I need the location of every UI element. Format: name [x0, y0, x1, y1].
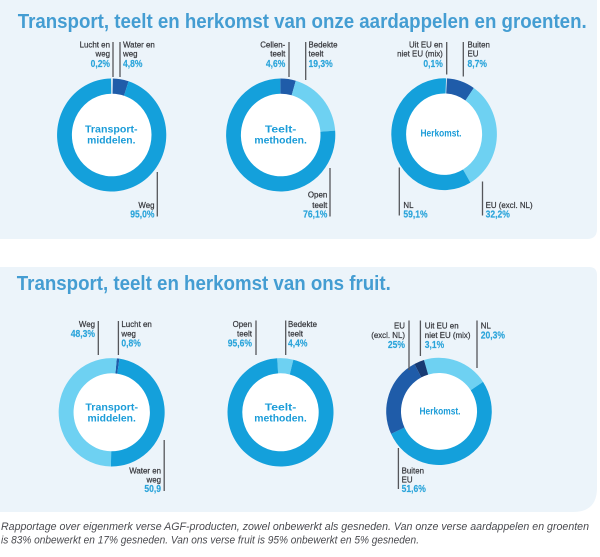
- svg-text:4,8%: 4,8%: [123, 59, 143, 70]
- svg-text:weg: weg: [120, 329, 136, 339]
- svg-text:Transport-: Transport-: [85, 125, 138, 136]
- svg-text:EU: EU: [402, 474, 413, 484]
- svg-text:Water en: Water en: [123, 40, 155, 50]
- svg-text:teelt: teelt: [237, 329, 253, 339]
- svg-text:50,9: 50,9: [144, 484, 161, 495]
- svg-text:Buiten: Buiten: [402, 466, 425, 476]
- svg-text:Uit EU en: Uit EU en: [425, 321, 459, 331]
- svg-text:59,1%: 59,1%: [403, 209, 428, 220]
- svg-text:methoden.: methoden.: [254, 136, 307, 147]
- svg-text:Lucht en: Lucht en: [80, 40, 111, 50]
- svg-text:0,8%: 0,8%: [121, 339, 141, 350]
- svg-text:weg: weg: [95, 49, 111, 59]
- svg-text:NL: NL: [403, 200, 413, 210]
- svg-text:methoden.: methoden.: [254, 413, 307, 424]
- svg-text:Bedekte: Bedekte: [288, 319, 317, 329]
- svg-text:32,2%: 32,2%: [486, 209, 511, 220]
- svg-text:51,6%: 51,6%: [402, 484, 427, 495]
- svg-text:Weg: Weg: [79, 319, 95, 329]
- svg-text:Transport, teelt en herkomst v: Transport, teelt en herkomst van ons fru…: [17, 273, 391, 295]
- svg-text:weg: weg: [122, 49, 138, 59]
- svg-text:76,1%: 76,1%: [303, 209, 328, 220]
- svg-text:4,4%: 4,4%: [288, 339, 308, 350]
- svg-text:Cellen-: Cellen-: [260, 40, 285, 50]
- svg-text:Open: Open: [233, 319, 253, 329]
- svg-text:middelen.: middelen.: [88, 413, 136, 424]
- svg-text:Herkomst.: Herkomst.: [420, 407, 461, 418]
- svg-text:8,7%: 8,7%: [468, 59, 488, 70]
- svg-text:Herkomst.: Herkomst.: [421, 129, 462, 140]
- svg-text:teelt: teelt: [312, 200, 328, 210]
- svg-text:Weg: Weg: [138, 200, 154, 210]
- svg-text:niet EU (mix): niet EU (mix): [397, 49, 443, 59]
- svg-text:Teelt-: Teelt-: [265, 402, 297, 413]
- svg-text:is 83% onbewerkt en 17% gesned: is 83% onbewerkt en 17% gesneden. Van on…: [1, 535, 419, 547]
- svg-text:Open: Open: [308, 190, 328, 200]
- svg-text:0,1%: 0,1%: [423, 59, 443, 70]
- svg-text:EU: EU: [468, 49, 479, 59]
- svg-text:20,3%: 20,3%: [481, 331, 506, 342]
- svg-text:95,0%: 95,0%: [130, 209, 155, 220]
- svg-text:Buiten: Buiten: [468, 40, 491, 50]
- svg-text:teelt: teelt: [270, 49, 286, 59]
- svg-text:48,3%: 48,3%: [71, 329, 96, 340]
- svg-text:Transport, teelt en herkomst v: Transport, teelt en herkomst van onze aa…: [18, 11, 587, 33]
- svg-text:weg: weg: [146, 474, 162, 484]
- svg-text:EU (excl. NL): EU (excl. NL): [486, 200, 533, 210]
- svg-text:middelen.: middelen.: [87, 136, 135, 147]
- svg-text:3,1%: 3,1%: [425, 340, 445, 351]
- svg-text:25%: 25%: [388, 340, 405, 351]
- svg-text:Rapportage over eigenmerk vers: Rapportage over eigenmerk verse AGF-prod…: [1, 521, 589, 533]
- svg-text:EU: EU: [394, 321, 405, 331]
- svg-text:95,6%: 95,6%: [228, 339, 253, 350]
- svg-text:Transport-: Transport-: [85, 402, 138, 413]
- svg-text:teelt: teelt: [309, 49, 325, 59]
- svg-text:NL: NL: [481, 321, 491, 331]
- svg-text:4,6%: 4,6%: [266, 59, 286, 70]
- svg-text:Lucht en: Lucht en: [121, 319, 152, 329]
- svg-text:0,2%: 0,2%: [91, 59, 111, 70]
- svg-text:Water en: Water en: [129, 466, 161, 476]
- svg-text:19,3%: 19,3%: [309, 59, 334, 70]
- svg-text:Bedekte: Bedekte: [309, 40, 338, 50]
- svg-text:niet EU (mix): niet EU (mix): [425, 330, 471, 340]
- svg-text:(excl. NL): (excl. NL): [371, 330, 405, 340]
- svg-text:teelt: teelt: [288, 329, 304, 339]
- svg-text:Teelt-: Teelt-: [265, 125, 297, 136]
- svg-text:Uit EU en: Uit EU en: [409, 40, 443, 50]
